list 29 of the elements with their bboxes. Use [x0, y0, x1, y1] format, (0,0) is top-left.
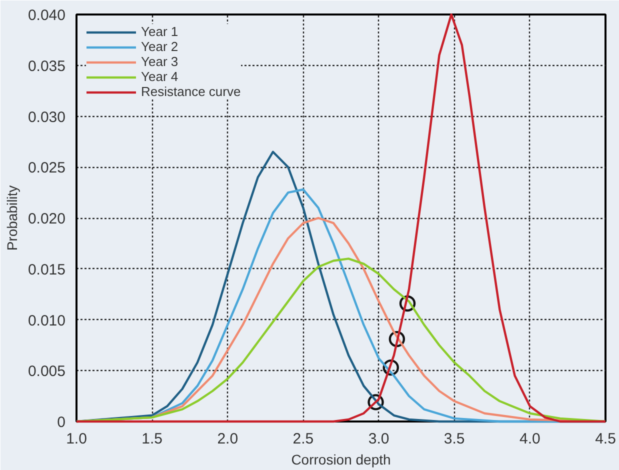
- x-tick-label: 1.0: [66, 430, 87, 448]
- y-tick-label: 0.040: [28, 7, 66, 24]
- legend-label: Year 4: [141, 69, 178, 84]
- x-axis-title: Corrosion depth: [291, 452, 391, 468]
- y-tick-label: 0.010: [28, 312, 66, 330]
- point: [382, 359, 399, 376]
- y-tick-label: 0.030: [28, 108, 66, 126]
- point: [368, 394, 384, 410]
- y-tick-label: 0: [57, 414, 66, 431]
- x-tick-label: 3.5: [444, 430, 465, 448]
- point: [388, 330, 406, 348]
- legend-label: Year 3: [141, 54, 178, 69]
- x-tick-label: 1.5: [142, 430, 163, 448]
- y-tick-label: 0.005: [28, 363, 66, 380]
- x-tick-label: 2.0: [217, 430, 238, 448]
- y-tick-label: 0.020: [28, 210, 66, 228]
- y-tick-label: 0.035: [28, 58, 66, 75]
- point: [399, 295, 416, 312]
- x-tick-label: 4.0: [520, 430, 540, 448]
- x-tick-label: 4.5: [595, 430, 616, 448]
- legend-label: Year 2: [141, 39, 178, 54]
- x-tick-label: 2.5: [292, 430, 314, 448]
- y-tick-label: 0.025: [28, 160, 66, 177]
- y-axis-title: Probability: [4, 185, 20, 251]
- x-tick-label: 3.0: [368, 430, 390, 448]
- legend-label: Resistance curve: [141, 84, 241, 99]
- y-tick-label: 0.015: [28, 261, 66, 278]
- line-series: [75, 13, 607, 423]
- legend-label: Year 1: [141, 24, 178, 39]
